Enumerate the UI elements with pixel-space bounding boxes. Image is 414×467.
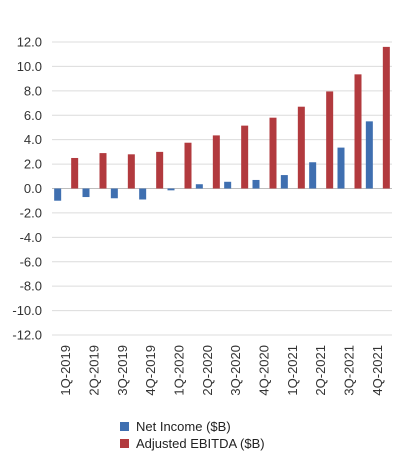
bar-adjusted-ebitda — [269, 117, 277, 189]
x-tick-label: 3Q-2021 — [342, 345, 357, 396]
bar-net-income — [280, 175, 288, 189]
x-tick-label: 1Q-2020 — [172, 345, 187, 396]
bar-adjusted-ebitda — [326, 91, 334, 189]
legend-item-net-income: Net Income ($B) — [120, 418, 265, 435]
legend-swatch-adjusted-ebitda — [120, 439, 129, 448]
bar-adjusted-ebitda — [127, 154, 135, 189]
gridlines — [52, 41, 392, 336]
y-tick-label: 4.0 — [24, 132, 42, 147]
y-tick-label: 8.0 — [24, 83, 42, 98]
bar-net-income — [82, 188, 90, 198]
y-tick-label: -10.0 — [12, 303, 42, 318]
y-tick-label: -12.0 — [12, 328, 42, 343]
bar-adjusted-ebitda — [354, 74, 362, 189]
bar-adjusted-ebitda — [156, 151, 164, 189]
bar-net-income — [110, 188, 118, 199]
bar-net-income — [337, 147, 345, 189]
y-tick-label: 10.0 — [17, 59, 42, 74]
x-tick-label: 4Q-2021 — [370, 345, 385, 396]
bar-adjusted-ebitda — [241, 125, 249, 189]
bar-net-income — [167, 188, 175, 191]
y-tick-label: 12.0 — [17, 35, 42, 50]
bar-net-income — [139, 188, 147, 200]
bar-adjusted-ebitda — [71, 157, 79, 189]
y-tick-label: -8.0 — [20, 279, 42, 294]
bar-net-income — [309, 162, 317, 189]
bar-net-income — [224, 181, 232, 189]
x-tick-label: 4Q-2020 — [257, 345, 272, 396]
bar-net-income — [54, 188, 62, 201]
x-tick-label: 4Q-2019 — [143, 345, 158, 396]
legend: Net Income ($B) Adjusted EBITDA ($B) — [120, 418, 265, 452]
bar-adjusted-ebitda — [297, 106, 305, 189]
x-tick-label: 3Q-2020 — [228, 345, 243, 396]
legend-item-adjusted-ebitda: Adjusted EBITDA ($B) — [120, 435, 265, 452]
y-tick-label: -4.0 — [20, 230, 42, 245]
y-tick-label: -6.0 — [20, 254, 42, 269]
x-tick-label: 2Q-2019 — [87, 345, 102, 396]
x-tick-label: 1Q-2019 — [58, 345, 73, 396]
legend-label-net-income: Net Income ($B) — [136, 419, 231, 434]
y-tick-label: 6.0 — [24, 108, 42, 123]
bars — [54, 46, 390, 201]
y-tick-label: 0.0 — [24, 181, 42, 196]
x-tick-label: 3Q-2019 — [115, 345, 130, 396]
x-axis-tick-labels: 1Q-2019 2Q-2019 3Q-2019 4Q-2019 1Q-2020 2Q-20… — [58, 345, 385, 396]
x-tick-label: 2Q-2021 — [313, 345, 328, 396]
y-tick-label: -2.0 — [20, 205, 42, 220]
bar-net-income — [365, 121, 373, 189]
bar-adjusted-ebitda — [184, 142, 192, 189]
bar-net-income — [252, 179, 260, 189]
bar-adjusted-ebitda — [382, 46, 390, 189]
legend-swatch-net-income — [120, 422, 129, 431]
x-tick-label: 2Q-2020 — [200, 345, 215, 396]
y-tick-label: 2.0 — [24, 157, 42, 172]
bar-adjusted-ebitda — [99, 153, 107, 189]
x-tick-label: 1Q-2021 — [285, 345, 300, 396]
bar-net-income — [195, 184, 203, 189]
y-axis-tick-labels: 12.0 10.0 8.0 6.0 4.0 2.0 0.0 -2.0 -4.0 -6.0 -8.0 -… — [12, 35, 42, 343]
bar-adjusted-ebitda — [212, 135, 220, 189]
legend-label-adjusted-ebitda: Adjusted EBITDA ($B) — [136, 436, 265, 451]
